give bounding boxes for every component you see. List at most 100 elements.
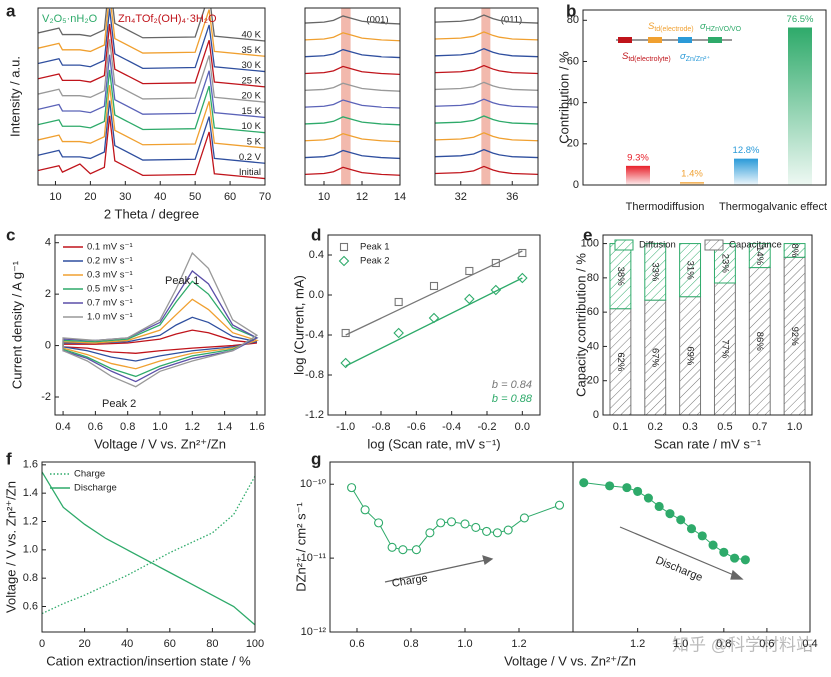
- plot-frame: [434, 7, 539, 186]
- legend-label: 0.2 mV s⁻¹: [87, 256, 133, 267]
- bar-segment: [783, 243, 806, 258]
- x-tick-label: 20: [84, 191, 96, 203]
- value-label: 31%: [685, 261, 696, 281]
- series-line: [435, 64, 538, 75]
- x-tick-label: 0.6: [88, 421, 103, 433]
- legend-label: 1.0 mV s⁻¹: [87, 312, 133, 323]
- plot-frame: [41, 461, 256, 633]
- y-axis-label: Intensity / a.u.: [7, 56, 22, 137]
- x-tick-label: 0.7: [752, 421, 767, 433]
- x-tick-label: -0.4: [442, 421, 461, 433]
- y-tick-label: 10⁻¹²: [301, 626, 327, 638]
- x-tick-label: 50: [189, 191, 201, 203]
- marker: [340, 357, 351, 369]
- bar: [626, 165, 650, 185]
- series-line: [62, 329, 257, 354]
- inset-term-sub: Zn/Zn²⁺: [686, 55, 711, 63]
- series-line: [435, 31, 538, 41]
- annotation: Peak 2: [102, 398, 136, 410]
- series-line: [62, 298, 260, 370]
- series-label: 0.2 V: [239, 152, 262, 163]
- x-tick-label: 30: [119, 191, 131, 203]
- y-tick-label: 0.4: [309, 249, 324, 261]
- series-line: [305, 48, 400, 59]
- panel: 10 20 30 40 50 60 70 2 Theta / degree Intensity …: [6, 1, 271, 221]
- x-tick-label: -1.0: [336, 421, 355, 433]
- inset-schematic: [616, 37, 732, 43]
- series-line: [435, 14, 538, 24]
- marker: [436, 518, 446, 528]
- inset-term-main: σ: [680, 51, 687, 62]
- y-axis-label: log (Current, mA): [291, 275, 306, 375]
- x-tick-label: 20: [78, 638, 90, 650]
- marker: [464, 293, 475, 305]
- x-tick-label: 70: [259, 191, 271, 203]
- series-line: [38, 24, 265, 88]
- y-tick-label: 0: [45, 339, 51, 351]
- annotation: V₂O₅·nH₂O: [42, 13, 98, 25]
- x-tick-label: 1.2: [630, 638, 645, 650]
- y-tick-label: 0.0: [309, 289, 324, 301]
- panel-letter: b: [566, 1, 576, 20]
- series-label: 35 K: [241, 45, 261, 56]
- panel: -1.0 -0.8 -0.6 -0.4 -0.2 0.0 -1.2 -0.8 -0.4 0.0 0.…: [291, 225, 541, 451]
- value-label: 33%: [650, 262, 661, 282]
- y-tick-label: 80: [567, 14, 579, 26]
- annotation: Charge: [391, 572, 429, 589]
- series-line: [62, 251, 259, 388]
- marker: [519, 513, 529, 523]
- y-axis-label: Contribution / %: [556, 51, 571, 144]
- value-label: 38%: [615, 267, 626, 287]
- marker: [398, 545, 408, 555]
- series-label: 40 K: [241, 30, 261, 41]
- marker: [471, 522, 481, 533]
- y-tick-label: 1.6: [23, 459, 38, 471]
- marker: [429, 281, 439, 291]
- x-axis-label: Scan rate / mV s⁻¹: [654, 436, 762, 451]
- y-tick-label: -2: [41, 391, 51, 403]
- marker: [341, 328, 350, 338]
- y-axis-label: Voltage / V vs. Zn²⁺/Zn: [3, 481, 18, 613]
- series-label: Initial: [239, 167, 261, 178]
- legend-label: 0.1 mV s⁻¹: [87, 242, 133, 253]
- bar: [680, 182, 704, 185]
- y-axis-label: Current density / A g⁻¹: [9, 260, 24, 389]
- x-tick-label: 36: [506, 191, 518, 203]
- marker: [482, 526, 492, 536]
- inset-term: Std(electrode): [648, 21, 694, 33]
- y-tick-label: 0: [573, 179, 579, 191]
- y-tick-label: 20: [567, 138, 579, 150]
- series-line: [38, 8, 265, 57]
- series-line: [435, 148, 538, 159]
- series-label: 15 K: [241, 106, 261, 117]
- legend-label: 0.7 mV s⁻¹: [87, 298, 133, 309]
- series-line: [305, 99, 400, 109]
- series-line: [38, 100, 265, 164]
- marker: [394, 297, 403, 307]
- y-tick-label: 80: [587, 272, 599, 284]
- panel-letter: d: [311, 225, 321, 244]
- x-tick-label: -0.2: [478, 421, 497, 433]
- x-axis-label: log (Scan rate, mV s⁻¹): [367, 436, 500, 451]
- marker: [411, 545, 421, 555]
- x-tick-label: 12: [356, 191, 368, 203]
- inset-term: Std(electrolyte): [622, 51, 671, 63]
- plot-frame: [572, 461, 811, 633]
- inset-term: σHZnVO/VO: [700, 21, 742, 33]
- series-line: [38, 8, 265, 73]
- x-tick-label: 40: [154, 191, 166, 203]
- series-line: [38, 54, 265, 119]
- series-line: [305, 65, 400, 76]
- marker: [686, 524, 697, 534]
- marker: [347, 483, 357, 493]
- inset-term-sub: td(electrolyte): [628, 56, 670, 63]
- inset-term-sub: td(electrode): [654, 26, 693, 33]
- panel: 0 20 40 60 80 100 Scan rate / mV s⁻¹ Capacity c…: [573, 225, 813, 451]
- panel-letter: a: [6, 1, 16, 20]
- panel: 0.4 0.6 0.8 1.0 1.2 1.4 1.6 -2 0 2 4 Voltage / V vs…: [6, 225, 266, 451]
- legend-swatch: [704, 239, 724, 251]
- y-tick-label: 0.8: [23, 572, 38, 584]
- panel-letter: c: [6, 225, 15, 244]
- x-tick-label: 14: [394, 191, 406, 203]
- series-line: [435, 98, 538, 108]
